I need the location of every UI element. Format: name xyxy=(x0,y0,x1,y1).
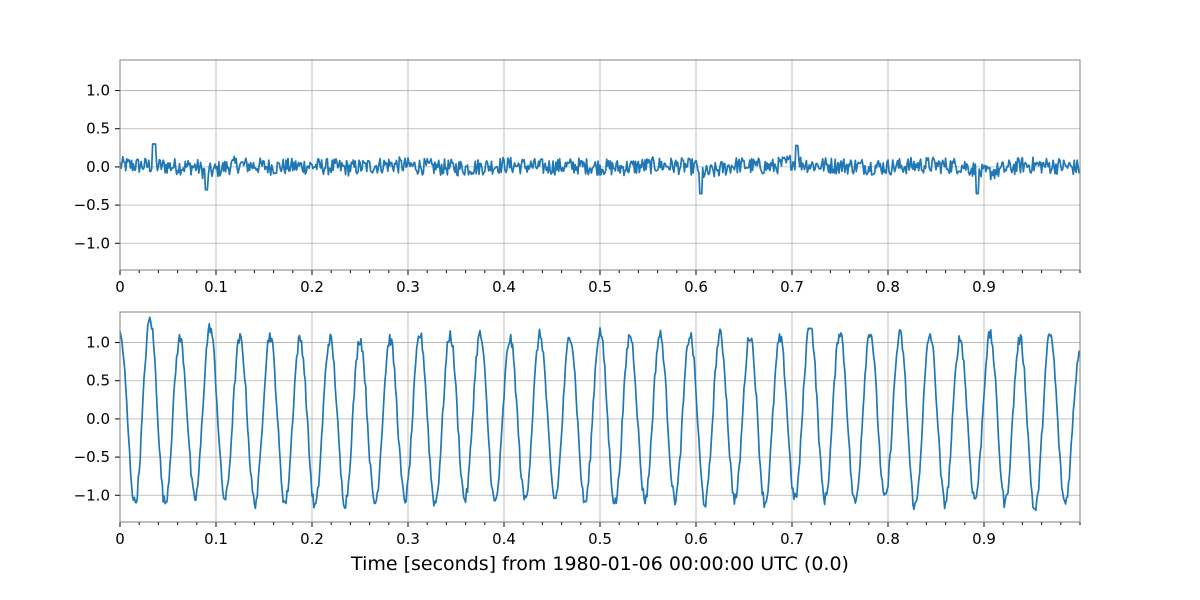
x-tick-label: 0.1 xyxy=(204,278,228,296)
x-tick-label: 0.2 xyxy=(300,278,324,296)
x-tick-label: 0.3 xyxy=(396,278,420,296)
y-tick-label: 0.0 xyxy=(86,410,110,428)
x-tick-label: 0.3 xyxy=(396,530,420,548)
series-line xyxy=(119,316,1081,512)
x-tick-label: 0 xyxy=(115,530,125,548)
x-tick-label: 0.6 xyxy=(684,278,708,296)
top-panel: 0 0.1 0.2 0.3 0.4 0.5 0.6 0.7 0.8 0.9 −1.0 −0.5 0.0 0… xyxy=(74,59,1081,296)
y-tick-label: −1.0 xyxy=(74,486,110,504)
x-tick-label: 0.6 xyxy=(684,530,708,548)
x-tick-label: 0.5 xyxy=(588,278,612,296)
x-tick-label: 0.8 xyxy=(876,278,900,296)
x-tick-label: 0.7 xyxy=(780,530,804,548)
x-tick-label: 0.9 xyxy=(972,278,996,296)
y-tick-label: 0.0 xyxy=(86,158,110,176)
x-tick-label: 0.1 xyxy=(204,530,228,548)
x-tick-label: 0.2 xyxy=(300,530,324,548)
x-tick-label: 0.8 xyxy=(876,530,900,548)
bottom-panel: 0 0.1 0.2 0.3 0.4 0.5 0.6 0.7 0.8 0.9 −1.0 −0.5 0.0 0… xyxy=(74,311,1081,548)
plot-frame xyxy=(119,311,1081,523)
x-tick-label: 0.5 xyxy=(588,530,612,548)
x-tick-label: 0.9 xyxy=(972,530,996,548)
x-tick-label: 0.4 xyxy=(492,278,516,296)
y-tick-label: 1.0 xyxy=(86,82,110,100)
x-axis-label: Time [seconds] from 1980-01-06 00:00:00 … xyxy=(350,553,849,575)
y-tick-label: 0.5 xyxy=(86,372,110,390)
x-tick-label: 0.4 xyxy=(492,530,516,548)
y-tick-label: −1.0 xyxy=(74,234,110,252)
plot-frame xyxy=(119,59,1081,271)
x-tick-label: 0.7 xyxy=(780,278,804,296)
series-line xyxy=(119,143,1081,195)
y-tick-label: −0.5 xyxy=(74,196,110,214)
y-tick-label: −0.5 xyxy=(74,448,110,466)
x-tick-label: 0 xyxy=(115,278,125,296)
y-tick-label: 0.5 xyxy=(86,120,110,138)
y-tick-label: 1.0 xyxy=(86,334,110,352)
